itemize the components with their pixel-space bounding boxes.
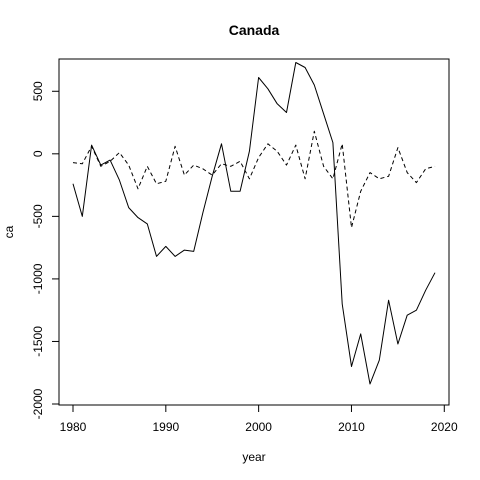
x-tick-label: 1980 (60, 420, 87, 434)
x-axis: 1980 1990 2000 2010 2020 (60, 405, 458, 434)
x-axis-label: year (242, 450, 265, 464)
y-tick-label: -500 (31, 204, 45, 228)
series-layer (72, 62, 436, 385)
plot-frame (58, 58, 450, 406)
y-tick-label: 0 (31, 150, 45, 157)
y-tick-label: -2000 (31, 388, 45, 419)
chart-title: Canada (229, 22, 280, 38)
x-tick-label: 2020 (431, 420, 458, 434)
series-line-solid (72, 62, 436, 385)
y-tick-label: -1000 (31, 263, 45, 294)
x-tick-label: 2010 (338, 420, 365, 434)
x-tick-label: 1990 (152, 420, 179, 434)
y-axis-label: ca (2, 225, 16, 238)
x-tick-label: 2000 (245, 420, 272, 434)
y-tick-label: 500 (31, 81, 45, 101)
series-line-dashed (72, 130, 436, 229)
y-axis: -2000 -1500 -1000 -500 0 500 (31, 81, 59, 419)
y-tick-label: -1500 (31, 326, 45, 357)
